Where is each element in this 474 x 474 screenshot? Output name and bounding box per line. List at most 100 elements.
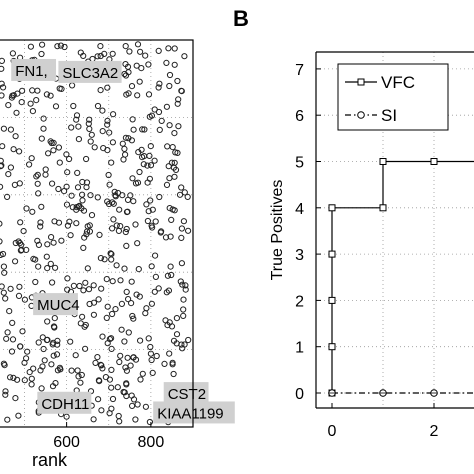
scatter-point: [122, 228, 129, 236]
scatter-point: [24, 348, 31, 355]
scatter-point: [157, 229, 164, 236]
scatter-point: [134, 92, 141, 99]
scatter-point: [152, 218, 159, 225]
scatter-point: [39, 363, 46, 370]
scatter-point: [8, 94, 15, 101]
scatter-point: [38, 50, 45, 58]
scatter-point: [68, 124, 75, 131]
scatter-point: [169, 361, 176, 368]
scatter-point: [119, 140, 126, 147]
scatter-point: [104, 303, 111, 310]
scatter-point: [52, 103, 60, 110]
scatter-point: [136, 293, 143, 300]
scatter-point: [178, 341, 185, 348]
scatter-point: [136, 78, 143, 85]
scatter-point: [42, 171, 49, 178]
scatter-point: [148, 112, 155, 119]
scatter-point: [155, 84, 162, 91]
scatter-point: [48, 139, 55, 147]
scatter-point: [56, 364, 64, 371]
scatter-point: [103, 276, 110, 283]
scatter-point: [72, 352, 79, 359]
scatter-point: [133, 291, 140, 298]
scatter-point: [109, 199, 116, 206]
legend-label: VFC: [381, 73, 415, 92]
scatter-point: [86, 116, 93, 123]
scatter-point: [180, 218, 187, 225]
scatter-point: [98, 407, 105, 414]
scatter-point: [147, 143, 154, 150]
scatter-point: [129, 175, 136, 182]
scatter-point: [148, 263, 155, 270]
scatter-point: [166, 82, 173, 90]
scatter-point: [35, 190, 42, 197]
scatter-point: [117, 223, 124, 230]
legend-label: SI: [381, 106, 397, 125]
scatter-point: [51, 315, 58, 322]
scatter-point: [32, 278, 39, 286]
scatter-point: [56, 159, 63, 166]
panel-a-grid: [0, 40, 193, 427]
scatter-point: [83, 155, 90, 163]
scatter-point: [116, 206, 123, 213]
scatter-point: [178, 260, 185, 267]
scatter-point: [40, 345, 47, 353]
scatter-point: [108, 251, 115, 258]
scatter-point: [165, 45, 172, 52]
scatter-point: [80, 287, 87, 294]
scatter-point: [142, 403, 149, 410]
annotation-box: [11, 58, 57, 81]
scatter-point: [109, 310, 116, 318]
scatter-point: [80, 207, 88, 214]
scatter-point: [16, 148, 23, 155]
scatter-point: [1, 269, 8, 276]
y-tick-label: 2: [295, 293, 304, 310]
scatter-point: [166, 122, 173, 129]
scatter-point: [43, 91, 51, 98]
scatter-point: [122, 61, 129, 68]
data-point: [430, 158, 438, 165]
scatter-point: [34, 180, 41, 187]
y-tick-label: 7: [295, 62, 304, 79]
x-tick-label: 2: [430, 423, 439, 440]
annotation-label: FN1,: [15, 63, 48, 80]
scatter-point: [35, 263, 42, 270]
scatter-point: [75, 136, 83, 143]
scatter-point: [4, 193, 11, 200]
scatter-point: [185, 336, 192, 344]
scatter-point: [70, 102, 77, 110]
scatter-point: [27, 43, 34, 50]
scatter-point: [146, 152, 153, 159]
scatter-point: [104, 147, 111, 154]
scatter-point: [1, 362, 8, 369]
scatter-point: [19, 87, 26, 94]
scatter-point: [28, 155, 35, 162]
scatter-point: [40, 125, 47, 132]
scatter-point: [12, 258, 19, 265]
panel-b-axes: [315, 51, 474, 409]
scatter-point: [50, 147, 57, 154]
scatter-point: [16, 283, 23, 290]
scatter-point: [141, 126, 148, 133]
scatter-point: [121, 389, 128, 396]
scatter-point: [147, 197, 154, 204]
scatter-point: [147, 162, 155, 169]
panel-b-legend: VFC SI: [337, 63, 449, 131]
scatter-point: [99, 365, 106, 372]
scatter-point: [127, 362, 134, 369]
scatter-point: [170, 370, 177, 378]
scatter-point: [0, 183, 4, 190]
annotation-box: [58, 60, 122, 83]
scatter-point: [132, 356, 140, 363]
scatter-point: [28, 375, 35, 382]
annotation-label: KIAA1199: [157, 405, 223, 422]
scatter-point: [33, 173, 40, 180]
scatter-point: [146, 418, 153, 426]
scatter-point: [148, 300, 155, 307]
scatter-point: [79, 313, 86, 320]
scatter-point: [145, 91, 153, 98]
scatter-point: [34, 171, 41, 178]
scatter-point: [0, 162, 5, 169]
scatter-point: [17, 343, 24, 350]
